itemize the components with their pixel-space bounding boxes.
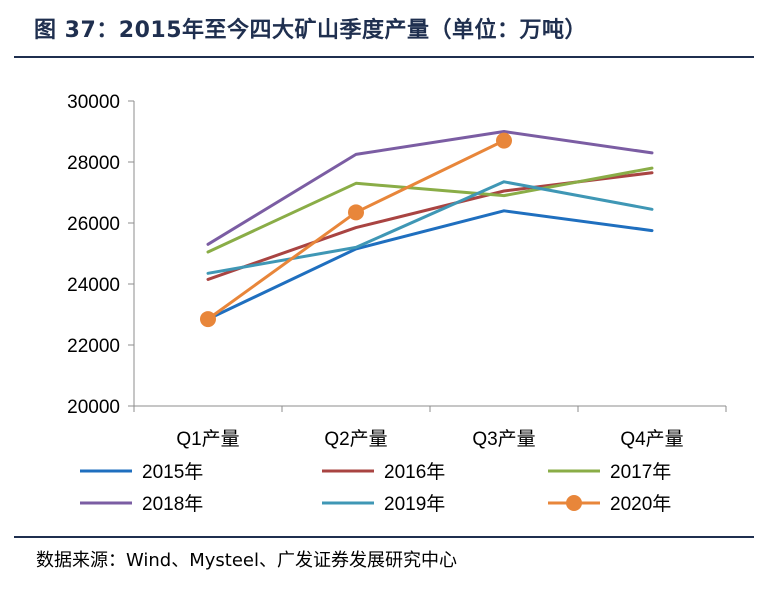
y-tick-label: 26000 (67, 214, 120, 235)
figure-title: 图 37：2015年至今四大矿山季度产量（单位：万吨） (34, 18, 588, 43)
y-tick-label: 28000 (67, 153, 120, 174)
series-line-2015年 (206, 209, 654, 321)
x-tick-label: Q3产量 (472, 428, 535, 450)
x-tick-label: Q4产量 (620, 428, 683, 450)
title-rule (14, 56, 754, 58)
y-tick-label: 30000 (67, 92, 120, 113)
source-note: 数据来源：Wind、Mysteel、广发证券发展研究中心 (36, 550, 458, 571)
x-tick-label: Q2产量 (324, 428, 387, 450)
x-tick-label: Q1产量 (176, 428, 239, 450)
line-chart: 20000 22000 24000 26000 28000 30000 Q1产量 Q2产量 Q3… (67, 92, 727, 515)
legend-label: 2015年 (142, 461, 203, 483)
series-line-2019年 (206, 180, 654, 275)
legend-label: 2017年 (610, 461, 671, 483)
y-tick-label: 22000 (67, 336, 120, 357)
y-tick-label: 24000 (67, 275, 120, 296)
legend-label: 2019年 (384, 493, 445, 515)
series-point-2020年 (496, 132, 512, 149)
series-point-2020年 (348, 204, 364, 221)
chart-series (200, 130, 654, 328)
chart-axes: 20000 22000 24000 26000 28000 30000 Q1产量 Q2产量 Q3… (67, 92, 727, 450)
source-rule (14, 536, 754, 538)
y-tick-label: 20000 (67, 397, 120, 418)
legend-label: 2020年 (610, 493, 671, 515)
chart-legend: 2015年 2016年 2017年 2018年 2019年 2020年 (80, 461, 671, 515)
series-point-2020年 (200, 311, 216, 328)
series-line-2018年 (206, 130, 654, 246)
series-line-2017年 (206, 166, 654, 254)
legend-marker-2020年 (566, 495, 582, 511)
legend-label: 2016年 (384, 461, 445, 483)
legend-label: 2018年 (142, 493, 203, 515)
